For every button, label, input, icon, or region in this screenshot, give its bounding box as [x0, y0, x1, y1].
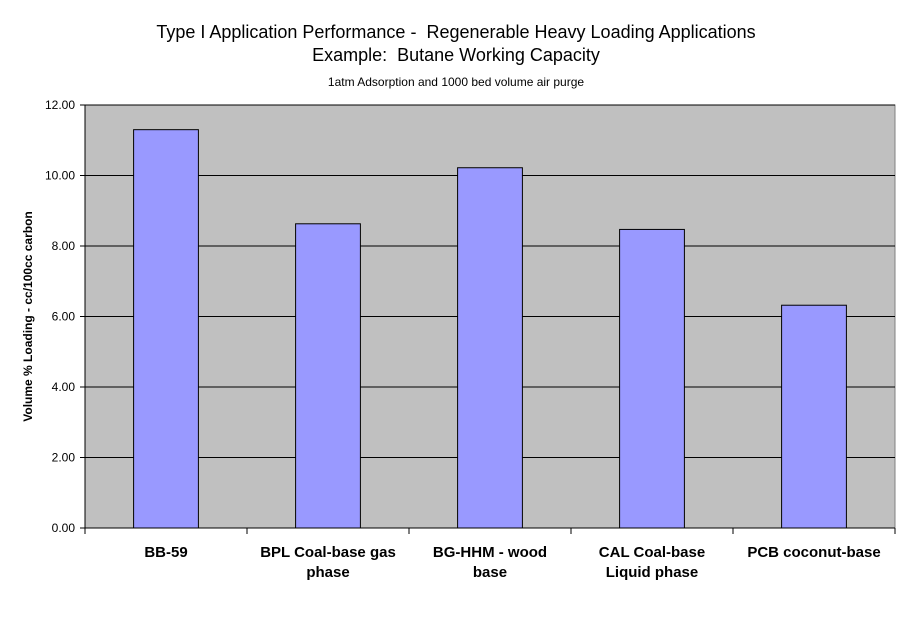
bar: [295, 223, 361, 529]
x-category-label-line: BB-59: [144, 544, 187, 561]
y-tick-label: 12.00: [45, 98, 75, 112]
y-tick-label: 0.00: [52, 521, 76, 535]
chart-title: Type I Application Performance - Regener…: [156, 22, 756, 42]
y-tick-label: 6.00: [52, 310, 76, 324]
chart-title-line-2: Example: Butane Working Capacity: [312, 45, 600, 65]
x-category-label: BG-HHM - wood base: [433, 544, 547, 581]
y-axis-label: Volume % Loading - cc/100cc carbon: [21, 211, 35, 422]
y-tick-label: 2.00: [52, 451, 76, 465]
x-category-label-line: BG-HHM - wood: [433, 544, 547, 561]
x-category-label-line: BPL Coal-base gas: [260, 544, 396, 561]
x-category-label-line: CAL Coal-base: [599, 544, 705, 561]
bar: [781, 304, 847, 529]
y-tick-label: 4.00: [52, 380, 76, 394]
x-category-label: PCB coconut-base: [747, 544, 880, 561]
y-tick-label: 8.00: [52, 239, 76, 253]
x-category-label: BPL Coal-base gas phase: [260, 544, 396, 581]
x-category-label-line: base: [473, 564, 507, 581]
x-category-label: BB-59: [144, 544, 187, 561]
bar: [619, 228, 685, 529]
bar: [133, 129, 199, 529]
chart-subtitle: 1atm Adsorption and 1000 bed volume air …: [327, 75, 585, 89]
y-tick-label: 10.00: [45, 169, 75, 183]
bar: [457, 167, 523, 529]
x-category-label-line: phase: [306, 564, 349, 581]
x-category-label-line: Liquid phase: [606, 564, 699, 581]
x-category-label: CAL Coal-base Liquid phase: [599, 544, 705, 581]
x-category-label-line: PCB coconut-base: [747, 544, 880, 561]
